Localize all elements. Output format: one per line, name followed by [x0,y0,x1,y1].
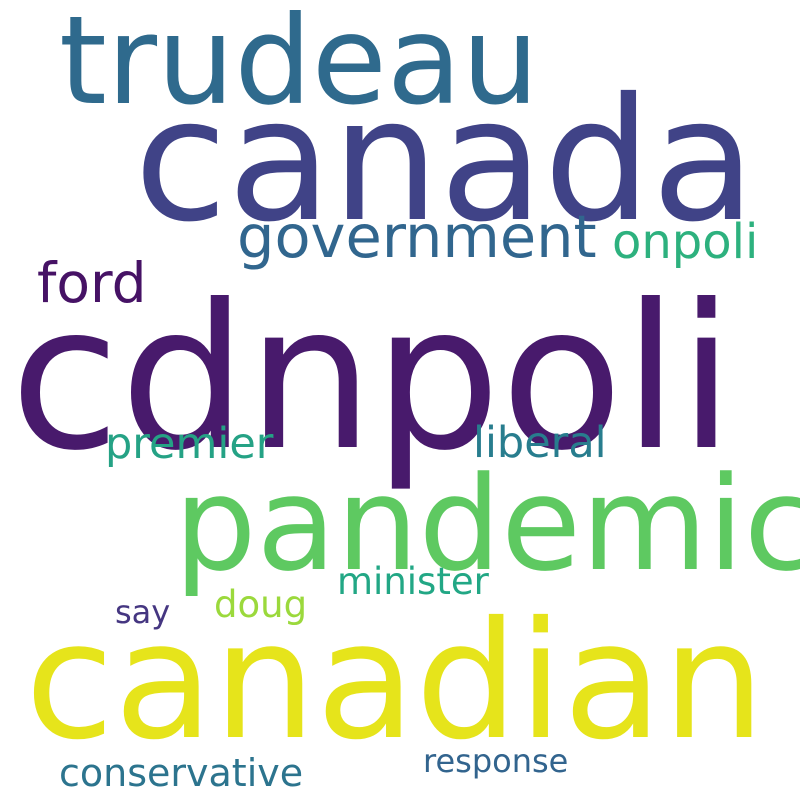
word-minister: minister [337,560,489,603]
word-canadian: canadian [25,588,766,776]
word-canada: canada [134,62,756,260]
word-onpoli: onpoli [612,214,759,270]
word-cdnpoli: cdnpoli [10,262,735,495]
word-response: response [423,742,569,780]
word-premier: premier [105,419,274,469]
word-pandemic: pandemic [174,448,800,600]
word-government: government [237,202,597,271]
word-conservative: conservative [59,751,304,795]
word-trudeau: trudeau [59,0,539,132]
word-say: say [115,593,171,631]
word-liberal: liberal [473,418,607,468]
word-ford: ford [37,251,147,315]
word-doug: doug [214,583,308,626]
